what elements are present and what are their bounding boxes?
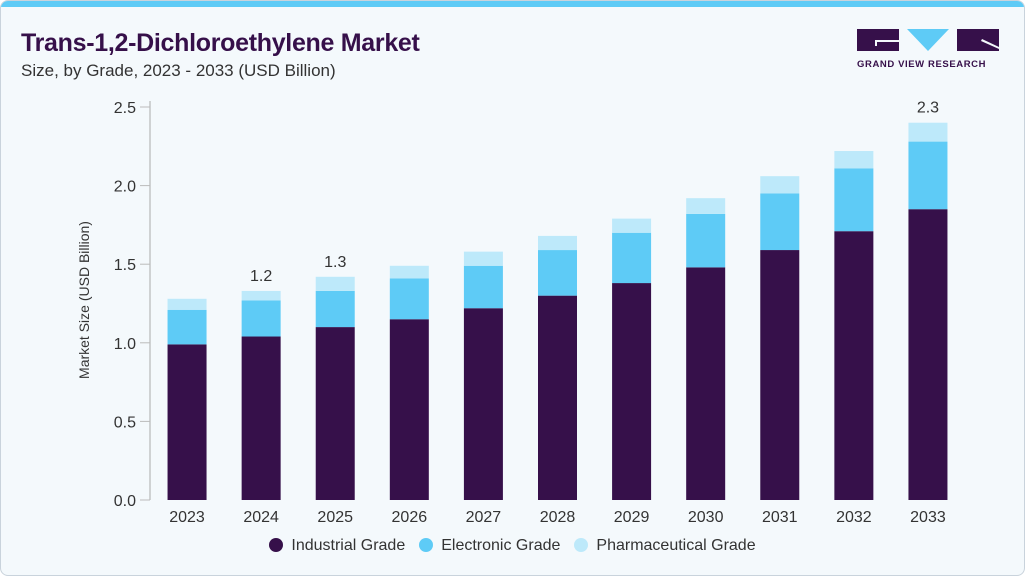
legend-label: Pharmaceutical Grade [596,537,756,554]
x-tick-label: 2030 [688,509,724,526]
legend-item: Pharmaceutical Grade [574,537,756,554]
legend-swatch [574,538,589,552]
bar-segment-industrial-grade [389,319,429,500]
bar-segment-industrial-grade [908,209,948,500]
legend-item: Electronic Grade [419,537,560,554]
bar-segment-electronic-grade [538,250,577,296]
x-tick-label: 2024 [243,509,279,526]
bar-segment-electronic-grade [908,141,948,210]
y-axis-title: Market Size (USD Billion) [76,221,92,379]
bar-segment-pharmaceutical-grade [760,176,800,194]
data-label: 1.3 [324,254,346,271]
bar-segment-electronic-grade [167,309,207,345]
bar-segment-industrial-grade [463,308,503,500]
bar-segment-electronic-grade [612,232,652,284]
bar-segment-electronic-grade [315,290,355,328]
bar-segment-pharmaceutical-grade [834,151,874,169]
bar-segment-industrial-grade [612,283,652,500]
legend-item: Industrial Grade [269,537,405,554]
bar-segment-pharmaceutical-grade [686,198,726,214]
bar-segment-electronic-grade [760,193,800,251]
legend-swatch [269,538,284,552]
x-tick-label: 2029 [614,509,650,526]
bar-segment-industrial-grade [167,344,207,500]
x-tick-label: 2025 [317,509,353,526]
y-tick-label: 2.5 [114,100,136,117]
bar-segment-industrial-grade [760,250,800,500]
y-tick-label: 2.0 [114,179,136,196]
x-tick-label: 2026 [392,509,428,526]
x-tick-label: 2033 [910,509,946,526]
bar-segment-pharmaceutical-grade [315,276,355,291]
bar-segment-pharmaceutical-grade [389,265,429,279]
chart-subtitle: Size, by Grade, 2023 - 2033 (USD Billion… [21,61,336,80]
bar-segment-industrial-grade [241,336,281,500]
y-tick-label: 1.0 [114,336,136,353]
legend-swatch [419,538,434,552]
bar-segment-electronic-grade [241,300,281,337]
bar-segment-pharmaceutical-grade [908,122,948,142]
data-label: 1.2 [250,268,272,285]
bar-segment-electronic-grade [463,265,503,309]
y-tick-label: 0.0 [114,493,136,510]
accent-bar [1,1,1024,7]
y-tick-label: 1.5 [114,257,136,274]
legend-label: Electronic Grade [441,537,561,554]
x-tick-label: 2032 [836,509,872,526]
bar-segment-electronic-grade [686,213,726,268]
x-tick-label: 2028 [540,509,576,526]
data-label: 2.3 [917,100,939,117]
bar-segment-industrial-grade [834,231,874,501]
y-tick-label: 0.5 [114,414,136,431]
x-tick-label: 2031 [762,509,798,526]
legend: Industrial Grade Electronic Grade Pharmace… [0,537,1025,555]
bar-segment-electronic-grade [389,278,429,320]
bar-segment-industrial-grade [538,295,577,500]
bar-segment-industrial-grade [686,267,726,500]
bar-segment-electronic-grade [834,168,874,232]
legend-label: Industrial Grade [291,537,406,554]
grand-view-research-logo [857,29,999,51]
x-tick-label: 2023 [169,509,205,526]
chart-title: Trans-1,2-Dichloroethylene Market [21,29,420,57]
logo-text: GRAND VIEW RESEARCH [857,59,987,70]
bar-segment-pharmaceutical-grade [612,218,652,233]
bar-segment-pharmaceutical-grade [167,298,207,310]
x-tick-label: 2027 [466,509,502,526]
bar-segment-pharmaceutical-grade [241,290,281,301]
bar-segment-industrial-grade [315,327,355,500]
bar-segment-pharmaceutical-grade [538,235,577,251]
bar-segment-pharmaceutical-grade [463,251,503,266]
